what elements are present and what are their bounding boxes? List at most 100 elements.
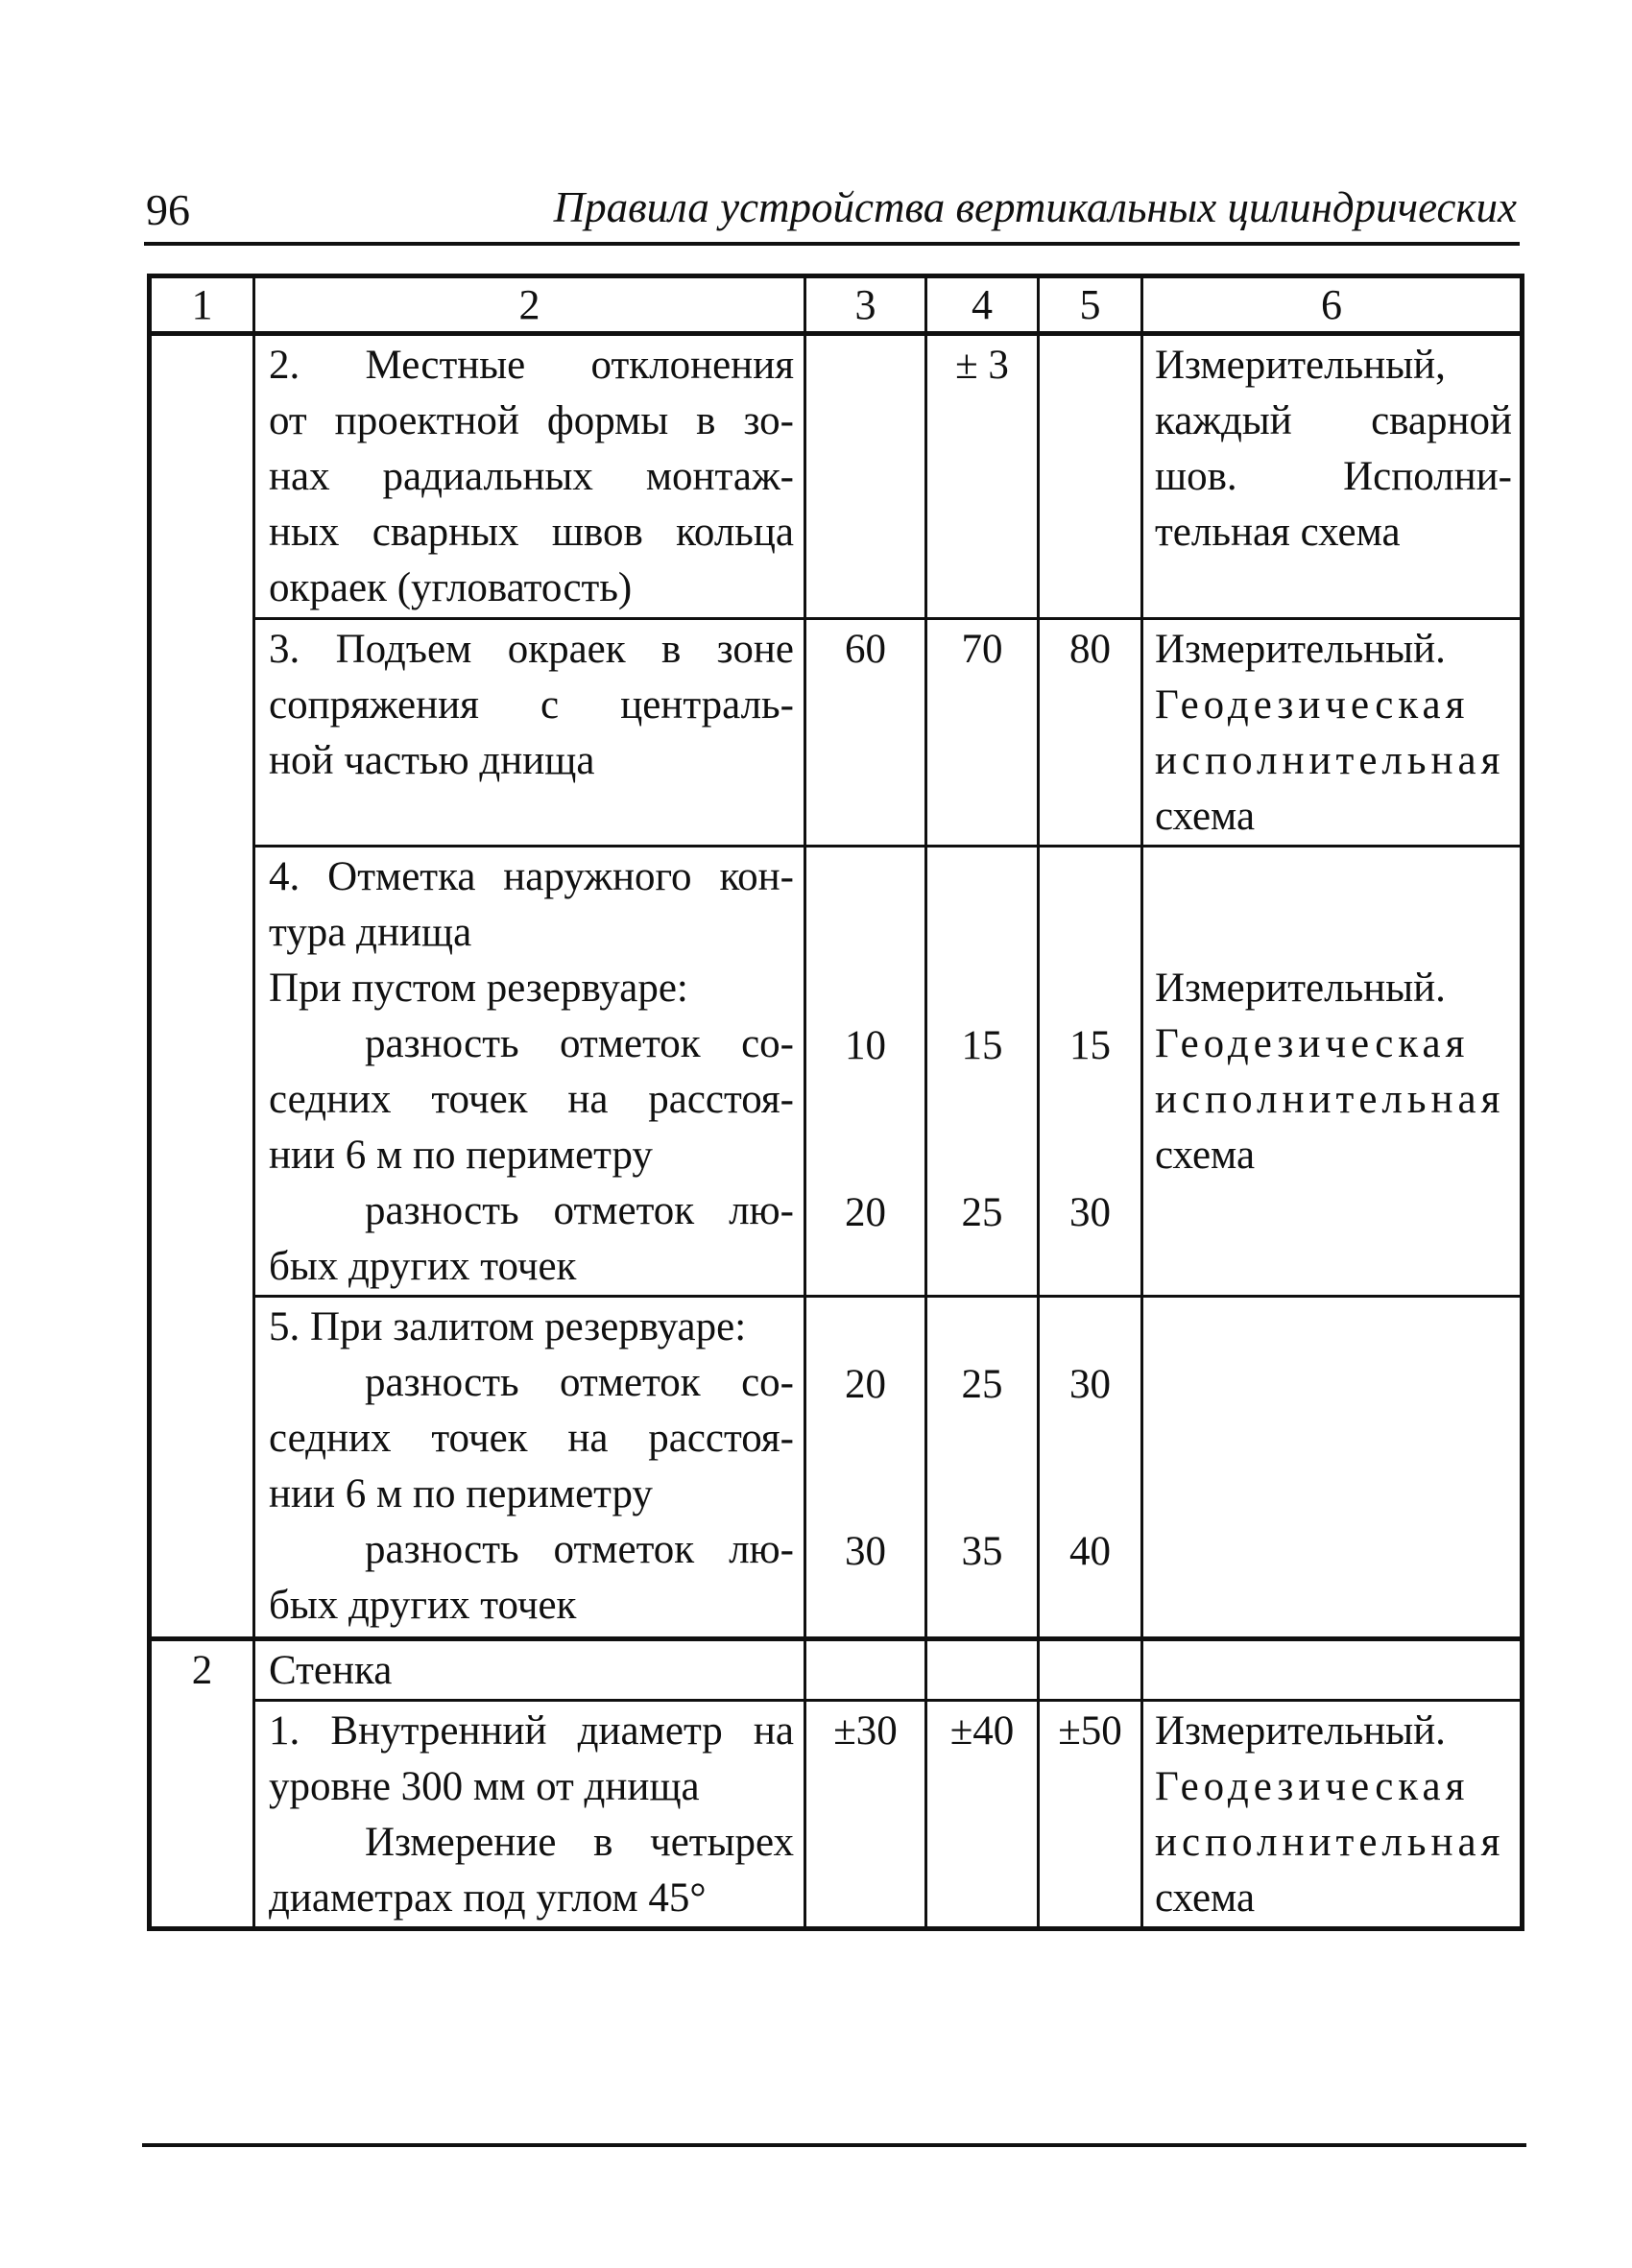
cell-r6-title: Стенка	[252, 1636, 806, 1702]
cell-r7-col3: ±30	[804, 1699, 927, 1930]
cell-r5-method-empty	[1140, 1295, 1524, 1640]
value: 2	[191, 1648, 213, 1693]
value: ±50	[1058, 1708, 1122, 1754]
page-number: 96	[146, 185, 190, 234]
text-line: нии 6 м по периметру	[269, 1133, 653, 1178]
cell-r3-method: Измерительный. Геодезическая исполнитель…	[1140, 617, 1524, 848]
cell-col1-empty	[148, 332, 255, 1640]
text-line: Геодезическая	[1155, 1021, 1470, 1066]
cell-r4-col4: 15 25	[924, 845, 1040, 1298]
value: ± 3	[955, 343, 1009, 388]
col-header-3: 3	[804, 275, 927, 336]
cell-r3-col5: 80	[1037, 617, 1143, 848]
text-line: бых других точек	[269, 1244, 577, 1289]
text-line: Стенка	[269, 1648, 393, 1693]
text-line: разность отметок со-	[365, 1360, 794, 1405]
value: 20	[845, 1362, 886, 1407]
text-line: схема	[1155, 1133, 1256, 1178]
value: 25	[961, 1190, 1003, 1235]
cell-r2-col4: ± 3	[924, 332, 1040, 620]
value: 15	[961, 1023, 1003, 1068]
value: ±30	[833, 1708, 898, 1754]
row-edge-lift: 3. Подъем окраек в зоне сопряжения с цен…	[150, 617, 1524, 848]
row-inner-diameter: 1. Внутренний диаметр на уровне 300 мм о…	[150, 1699, 1524, 1930]
cell-r4-col3: 10 20	[804, 845, 927, 1298]
text-line: разность отметок лю-	[365, 1188, 794, 1233]
cell-r2-description: 2. Местные отклонения от проектной формы…	[252, 332, 806, 620]
text-line: Измерительный,	[1155, 343, 1446, 388]
value: 80	[1069, 627, 1111, 672]
text-line: исполнительная	[1155, 1820, 1505, 1865]
text-line: шов. Исполни-	[1155, 454, 1512, 499]
text-line: сопряжения с централь-	[269, 682, 794, 728]
text-line: 1. Внутренний диаметр на	[269, 1708, 794, 1754]
value: 10	[845, 1023, 886, 1068]
cell-r2-col5	[1037, 332, 1143, 620]
text-line: 5. При залитом резервуаре:	[269, 1304, 747, 1349]
text-line: 4. Отметка наружного кон-	[269, 854, 794, 899]
table-header-row: 1 2 3 4 5 6	[148, 275, 1524, 336]
text-line: разность отметок со-	[365, 1021, 794, 1066]
value: 40	[1069, 1529, 1111, 1574]
header-rule	[144, 242, 1520, 246]
row-wall-section: 2 Стенка	[148, 1636, 1524, 1930]
tolerances-table: 1 2 3 4 5 6 2. Местные отклонения от про…	[147, 274, 1524, 1931]
text-line: схема	[1155, 794, 1256, 839]
col-header-4: 4	[924, 275, 1040, 336]
text-line: ных сварных швов кольца	[269, 510, 794, 555]
cell-r5-description: 5. При залитом резервуаре: разность отме…	[252, 1295, 806, 1640]
text-line: ной частью днища	[269, 738, 595, 783]
cell-r7-col4: ±40	[924, 1699, 1040, 1930]
cell-r2-method: Измерительный, каждый сварной шов. Испол…	[1140, 332, 1524, 620]
text-line: Измерительный.	[1155, 627, 1446, 672]
col-header-1: 1	[148, 275, 255, 336]
text-line: бых других точек	[269, 1583, 577, 1628]
text-line: Геодезическая	[1155, 682, 1470, 728]
col-header-6: 6	[1140, 275, 1524, 336]
value: 15	[1069, 1023, 1111, 1068]
cell-r4-description: 4. Отметка наружного кон- тура днища При…	[252, 845, 806, 1298]
text-line: исполнительная	[1155, 738, 1505, 783]
cell-r5-col4: 25 35	[924, 1295, 1040, 1640]
cell-r3-description: 3. Подъем окраек в зоне сопряжения с цен…	[252, 617, 806, 848]
text-line: тельная схема	[1155, 510, 1401, 555]
value: 70	[961, 627, 1003, 672]
value: ±40	[949, 1708, 1015, 1754]
text-line: 2. Местные отклонения	[269, 343, 794, 388]
row-bottom-contour-empty: 4. Отметка наружного кон- тура днища При…	[150, 845, 1524, 1298]
col-header-5: 5	[1037, 275, 1143, 336]
row-filled-tank: 5. При залитом резервуаре: разность отме…	[150, 1295, 1524, 1640]
value: 60	[845, 627, 886, 672]
text-line: окраек (угловатость)	[269, 565, 633, 610]
text-line: каждый сварной	[1155, 398, 1512, 443]
cell-section-number: 2	[148, 1636, 255, 1930]
cell-r5-col3: 20 30	[804, 1295, 927, 1640]
value: 35	[961, 1529, 1003, 1574]
cell-r7-description: 1. Внутренний диаметр на уровне 300 мм о…	[252, 1699, 806, 1930]
row-local-deviations: 2. Местные отклонения от проектной формы…	[148, 332, 1524, 1640]
text-line: исполнительная	[1155, 1077, 1505, 1122]
text-line: нии 6 м по периметру	[269, 1471, 653, 1516]
value: 20	[845, 1190, 886, 1235]
footer-rule	[142, 2143, 1526, 2147]
text-line: тура днища	[269, 910, 472, 955]
value: 30	[1069, 1190, 1111, 1235]
col-header-2: 2	[252, 275, 806, 336]
cell-r4-col5: 15 30	[1037, 845, 1143, 1298]
text-line: седних точек на расстоя-	[269, 1416, 794, 1461]
text-line: Геодезическая	[1155, 1764, 1470, 1809]
cell-r3-col4: 70	[924, 617, 1040, 848]
text-line: разность отметок лю-	[365, 1527, 794, 1572]
cell-r2-col3	[804, 332, 927, 620]
cell-r5-col5: 30 40	[1037, 1295, 1143, 1640]
cell-r7-method: Измерительный. Геодезическая исполнитель…	[1140, 1699, 1524, 1930]
value: 25	[961, 1362, 1003, 1407]
text-line: При пустом резервуаре:	[269, 966, 688, 1011]
value: 30	[845, 1529, 886, 1574]
text-line: 3. Подъем окраек в зоне	[269, 627, 794, 672]
cell-r3-col3: 60	[804, 617, 927, 848]
cell-r6-col4	[924, 1636, 1040, 1702]
text-line: нах радиальных монтаж-	[269, 454, 794, 499]
cell-r4-method: Измерительный. Геодезическая исполнитель…	[1140, 845, 1524, 1298]
